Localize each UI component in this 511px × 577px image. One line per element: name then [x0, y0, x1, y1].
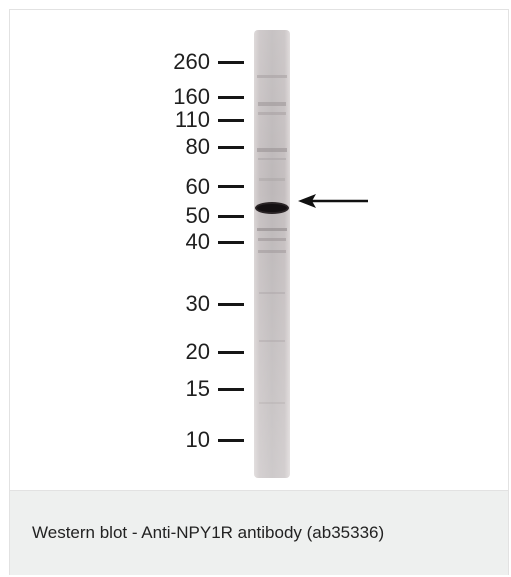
marker-tick	[218, 215, 244, 218]
band-indicator-arrow	[298, 194, 368, 208]
marker-tick	[218, 96, 244, 99]
western-blot-image: 260 160 110 80 60 50 40 30 20 15 10	[10, 10, 508, 490]
marker-tick	[218, 303, 244, 306]
caption-bar: Western blot - Anti-NPY1R antibody (ab35…	[10, 490, 508, 575]
marker-label: 50	[185, 203, 210, 228]
blot-lane	[254, 30, 290, 478]
marker-label: 30	[185, 291, 210, 316]
marker-tick	[218, 388, 244, 391]
marker-tick	[218, 61, 244, 64]
marker-label: 10	[185, 427, 210, 452]
marker-label: 60	[185, 174, 210, 199]
marker-label: 260	[173, 49, 210, 74]
marker-tick	[218, 185, 244, 188]
figure-caption: Western blot - Anti-NPY1R antibody (ab35…	[32, 523, 385, 542]
marker-label: 160	[173, 84, 210, 109]
marker-label: 15	[185, 376, 210, 401]
marker-label: 110	[174, 107, 210, 132]
marker-tick	[218, 241, 244, 244]
marker-tick	[218, 146, 244, 149]
marker-tick	[218, 119, 244, 122]
marker-label: 40	[185, 229, 210, 254]
marker-label: 20	[185, 339, 210, 364]
marker-tick	[218, 439, 244, 442]
figure-card: 260 160 110 80 60 50 40 30 20 15 10	[9, 9, 509, 575]
marker-label: 80	[185, 134, 210, 159]
marker-tick	[218, 351, 244, 354]
